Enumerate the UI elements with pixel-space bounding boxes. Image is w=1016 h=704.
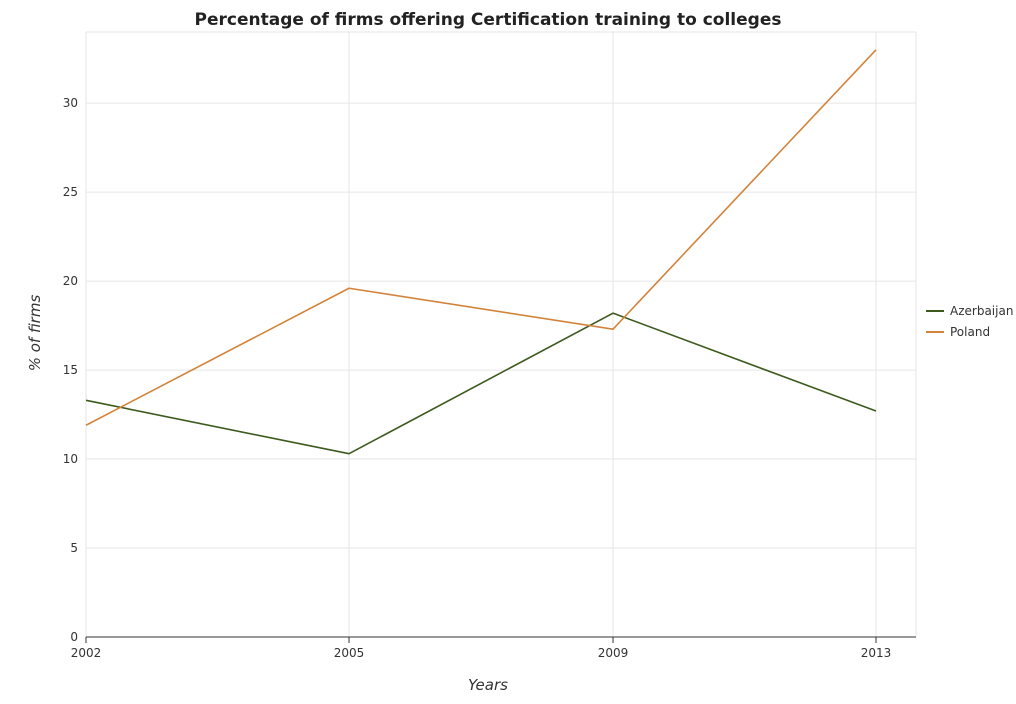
x-axis-label: Years (468, 676, 508, 694)
y-tick-label: 10 (63, 452, 78, 466)
series-line-azerbaijan (85, 312, 877, 455)
x-tick-label: 2009 (598, 646, 629, 660)
y-axis-label: % of firms (26, 295, 44, 372)
grid (85, 31, 917, 638)
y-tick-label: 30 (63, 96, 78, 110)
x-tick-label: 2005 (334, 646, 365, 660)
series-line-poland (85, 49, 877, 426)
legend-label: Azerbaijan (950, 304, 1013, 318)
y-tick-label: 5 (70, 541, 78, 555)
y-tick-labels: 0 5 10 15 20 25 30 (63, 96, 78, 644)
chart-title: Percentage of firms offering Certificati… (195, 10, 782, 30)
y-tick-label: 25 (63, 185, 78, 199)
series-lines (85, 49, 877, 455)
y-tick-label: 15 (63, 363, 78, 377)
legend: Azerbaijan Poland (926, 304, 1013, 339)
x-tick-label: 2013 (861, 646, 892, 660)
axes (85, 636, 916, 643)
legend-label: Poland (950, 325, 990, 339)
y-tick-label: 0 (70, 630, 78, 644)
x-tick-labels: 2002 2005 2009 2013 (71, 646, 892, 660)
y-tick-label: 20 (63, 274, 78, 288)
x-tick-label: 2002 (71, 646, 102, 660)
